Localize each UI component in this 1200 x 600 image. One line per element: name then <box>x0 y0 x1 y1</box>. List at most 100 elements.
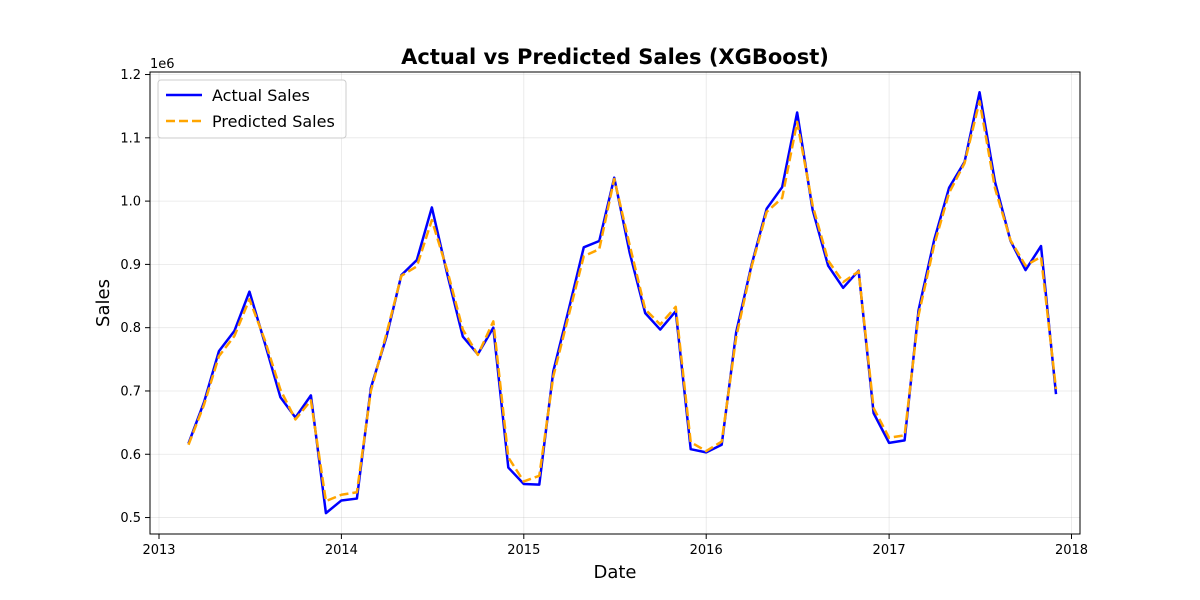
predicted-sales-point <box>902 433 906 437</box>
actual-sales-point <box>1054 392 1058 396</box>
actual-sales-point <box>278 395 282 399</box>
actual-sales-point <box>643 311 647 315</box>
predicted-sales-point <box>826 258 830 262</box>
predicted-sales-point <box>217 354 221 358</box>
x-tick-label: 2014 <box>325 543 358 558</box>
actual-sales-point <box>506 465 510 469</box>
predicted-sales-point <box>719 439 723 443</box>
predicted-sales-point <box>369 389 373 393</box>
predicted-sales-point <box>887 436 891 440</box>
predicted-sales-point <box>749 264 753 268</box>
x-axis-ticks: 2013 2014 2015 2016 2017 2018 <box>142 534 1088 558</box>
actual-sales-point <box>324 511 328 515</box>
predicted-sales-point <box>537 474 541 478</box>
x-axis-label: Date <box>593 562 636 583</box>
predicted-sales-point <box>309 398 313 402</box>
predicted-sales-point <box>658 322 662 326</box>
predicted-sales-point <box>1008 238 1012 242</box>
predicted-sales-point <box>810 203 814 207</box>
predicted-sales-point <box>582 254 586 258</box>
actual-sales-point <box>841 286 845 290</box>
predicted-sales-point <box>186 443 190 447</box>
y-tick-label: 0.9 <box>120 258 141 273</box>
predicted-sales-point <box>567 313 571 317</box>
legend-box <box>157 79 347 139</box>
actual-sales-point <box>582 245 586 249</box>
plot-area-frame <box>149 71 1081 535</box>
x-tick-label: 2013 <box>142 543 175 558</box>
actual-sales-point <box>537 482 541 486</box>
chart-title: Actual vs Predicted Sales (XGBoost) <box>401 45 829 69</box>
predicted-sales-point <box>384 332 388 336</box>
actual-sales-point <box>887 441 891 445</box>
predicted-sales-point <box>856 269 860 273</box>
x-tick-label: 2017 <box>873 543 906 558</box>
predicted-sales-point <box>764 210 768 214</box>
legend-label-actual: Actual Sales <box>212 86 310 105</box>
predicted-sales-point <box>415 264 419 268</box>
y-tick-label: 0.8 <box>120 321 141 336</box>
predicted-sales-point <box>643 307 647 311</box>
actual-sales-point <box>1039 244 1043 248</box>
predicted-sales-point <box>674 305 678 309</box>
actual-sales-point <box>247 289 251 293</box>
predicted-sales-point <box>232 334 236 338</box>
predicted-sales-point <box>491 319 495 323</box>
predicted-sales-point <box>689 440 693 444</box>
predicted-sales-point <box>461 327 465 331</box>
predicted-sales-point <box>780 196 784 200</box>
grid <box>150 72 1080 534</box>
x-tick-label: 2015 <box>507 543 540 558</box>
predicted-sales-point <box>734 335 738 339</box>
predicted-sales-point <box>993 186 997 190</box>
predicted-sales-point <box>841 280 845 284</box>
predicted-sales-point <box>430 218 434 222</box>
actual-sales-point <box>430 205 434 209</box>
predicted-sales-point <box>947 191 951 195</box>
x-tick-label: 2016 <box>690 543 723 558</box>
actual-sales-point <box>902 438 906 442</box>
predicted-sales-point <box>1054 387 1058 391</box>
y-tick-label: 1.0 <box>120 195 141 210</box>
actual-sales-point <box>689 447 693 451</box>
predicted-sales-point <box>399 274 403 278</box>
predicted-sales-point <box>551 374 555 378</box>
predicted-sales-point <box>247 297 251 301</box>
predicted-sales-point <box>871 406 875 410</box>
predicted-sales-point <box>293 417 297 421</box>
x-tick-label: 2018 <box>1055 543 1088 558</box>
predicted-sales-point <box>355 490 359 494</box>
predicted-sales-line <box>187 99 1058 503</box>
y-axis-label: Sales <box>93 279 114 327</box>
actual-sales-point <box>977 90 981 94</box>
predicted-sales-point <box>445 269 449 273</box>
predicted-sales-point <box>932 243 936 247</box>
y-tick-label: 1.1 <box>120 131 141 146</box>
series-lines <box>186 90 1058 515</box>
predicted-sales-point <box>612 177 616 181</box>
predicted-sales-point <box>506 455 510 459</box>
predicted-sales-point <box>597 247 601 251</box>
predicted-sales-point <box>1023 263 1027 267</box>
predicted-sales-point <box>704 449 708 453</box>
actual-sales-point <box>491 325 495 329</box>
actual-sales-point <box>355 496 359 500</box>
predicted-sales-point <box>916 313 920 317</box>
actual-sales-point <box>658 327 662 331</box>
predicted-sales-point <box>202 403 206 407</box>
y-offset-label: 1e6 <box>150 57 175 72</box>
actual-sales-point <box>339 498 343 502</box>
predicted-sales-point <box>522 479 526 483</box>
legend: Actual Sales Predicted Sales <box>157 79 347 139</box>
y-tick-label: 0.6 <box>120 448 141 463</box>
predicted-sales-point <box>628 243 632 247</box>
predicted-sales-point <box>278 388 282 392</box>
y-axis-ticks: 0.5 0.6 0.7 0.8 0.9 1.0 1.1 1.2 <box>120 68 150 526</box>
actual-sales-point <box>461 334 465 338</box>
actual-sales-point <box>1023 268 1027 272</box>
predicted-sales-point <box>263 338 267 342</box>
predicted-sales-point <box>476 353 480 357</box>
predicted-sales-point <box>977 99 981 103</box>
actual-sales-point <box>795 110 799 114</box>
